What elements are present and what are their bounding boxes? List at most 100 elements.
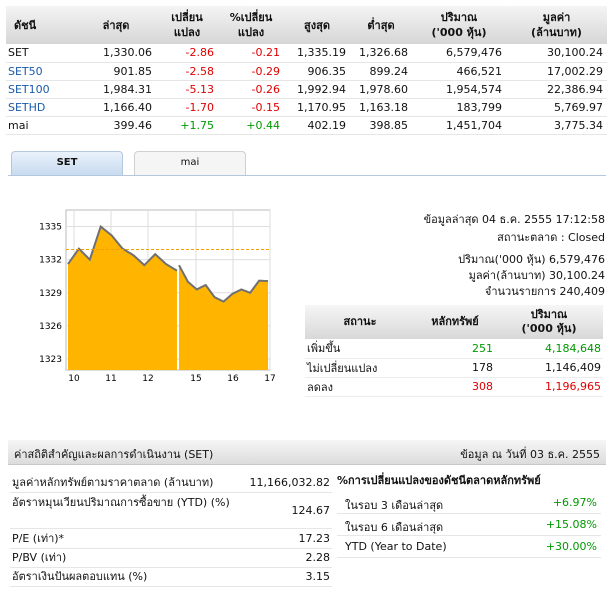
key-stat-label: มูลค่าหลักทรัพย์ตามราคาตลาด (ล้านบาท)	[12, 476, 214, 489]
index-last: 399.46	[76, 116, 156, 135]
index-high: 906.35	[284, 62, 350, 81]
index-table: ดัชนี ล่าสุด เปลี่ยน แปลง %เปลี่ยน แปลง …	[6, 6, 607, 135]
index-row[interactable]: mai 399.46 +1.75 +0.44 402.19 398.85 1,451,704…	[6, 116, 607, 135]
stats-title: ค่าสถิติสำคัญและผลการดำเนินงาน (SET)	[14, 448, 214, 461]
index-last: 901.85	[76, 62, 156, 81]
index-low: 1,978.60	[350, 80, 412, 99]
index-high: 402.19	[284, 116, 350, 135]
key-stat-row: มูลค่าหลักทรัพย์ตามราคาตลาด (ล้านบาท) 11,…	[10, 474, 332, 493]
chart-x-tick: 16	[227, 374, 239, 384]
index-low: 1,163.18	[350, 98, 412, 117]
key-stat-label: อัตราเงินปันผลตอบแทน (%)	[12, 570, 148, 583]
index-volume: 1,954,574	[412, 80, 506, 99]
chart-y-tick: 1323	[39, 355, 62, 365]
key-stat-value: 11,166,032.82	[249, 476, 330, 489]
key-stat-label: P/BV (เท่า)	[12, 551, 67, 564]
header-value: มูลค่า (ล้านบาท)	[506, 6, 607, 44]
chart-y-tick: 1326	[39, 322, 62, 332]
index-change-label: YTD (Year to Date)	[345, 540, 447, 553]
advance-decline-table: สถานะ หลักทรัพย์ ปริมาณ ('000 หุ้น) เพิ่…	[305, 305, 603, 397]
index-change-row: YTD (Year to Date) +30.00%	[337, 537, 601, 558]
index-pct-change: +0.44	[218, 116, 284, 135]
morning-session-line	[67, 224, 178, 272]
chart-x-tick: 11	[105, 374, 116, 384]
advance-decline-header: สถานะ หลักทรัพย์ ปริมาณ ('000 หุ้น)	[305, 305, 603, 339]
index-pct-change: -0.15	[218, 98, 284, 117]
chart-y-tick: 1335	[39, 223, 62, 233]
total-value-text: มูลค่า(ล้านบาท) 30,100.24	[468, 269, 605, 282]
stats-date: ข้อมูล ณ วันที่ 03 ธ.ค. 2555	[460, 448, 600, 461]
status-count: 251	[415, 339, 495, 359]
index-change: -1.70	[156, 98, 218, 117]
index-high: 1,335.19	[284, 44, 350, 63]
index-name: mai	[6, 116, 76, 135]
index-volume: 466,521	[412, 62, 506, 81]
index-high: 1,992.94	[284, 80, 350, 99]
index-last: 1,166.40	[76, 98, 156, 117]
chart-y-tick: 1332	[39, 256, 62, 266]
chart-y-tick: 1329	[39, 289, 62, 299]
index-value: 5,769.97	[506, 98, 607, 117]
stats-header: ค่าสถิติสำคัญและผลการดำเนินงาน (SET) ข้อ…	[8, 440, 606, 465]
index-low: 398.85	[350, 116, 412, 135]
afternoon-session-line	[178, 264, 269, 303]
tab-mai[interactable]: mai	[134, 151, 246, 175]
index-low: 1,326.68	[350, 44, 412, 63]
key-stat-row: P/BV (เท่า) 2.28	[10, 549, 332, 568]
status-label: ไม่เปลี่ยนแปลง	[305, 358, 415, 378]
index-name[interactable]: SET50	[6, 62, 76, 81]
market-status-text: สถานะตลาด : Closed	[497, 231, 605, 244]
index-last: 1,984.31	[76, 80, 156, 99]
tab-set[interactable]: SET	[11, 151, 123, 175]
key-stat-label: P/E (เท่า)*	[12, 532, 65, 545]
chart-x-tick: 17	[264, 374, 275, 384]
chart-x-tick: 12	[142, 374, 153, 384]
index-value: 30,100.24	[506, 44, 607, 63]
status-volume: 1,146,409	[495, 358, 603, 378]
index-high: 1,170.95	[284, 98, 350, 117]
index-change: -2.86	[156, 44, 218, 63]
key-stat-value: 2.28	[305, 551, 331, 564]
total-deals-text: จำนวนรายการ 240,409	[484, 285, 605, 298]
index-row[interactable]: SET100 1,984.31 -5.13 -0.26 1,992.94 1,978.60…	[6, 80, 607, 99]
key-stat-label: อัตราหมุนเวียนปริมาณการซื้อขาย (YTD) (%)	[12, 496, 230, 509]
status-volume: 4,184,648	[495, 339, 603, 359]
advance-decline-row: ลดลง 308 1,196,965	[305, 377, 603, 397]
status-volume: 1,196,965	[495, 377, 603, 397]
index-table-header: ดัชนี ล่าสุด เปลี่ยน แปลง %เปลี่ยน แปลง …	[6, 6, 607, 44]
index-change-value: +30.00%	[545, 540, 597, 553]
index-volume: 1,451,704	[412, 116, 506, 135]
header-last: ล่าสุด	[76, 6, 156, 44]
header-high: สูงสุด	[284, 6, 350, 44]
morning-session-area	[68, 226, 177, 370]
index-low: 899.24	[350, 62, 412, 81]
tab-divider	[8, 175, 606, 176]
index-volume: 183,799	[412, 98, 506, 117]
last-update-text: ข้อมูลล่าสุด 04 ธ.ค. 2555 17:12:58	[423, 213, 605, 226]
key-stat-value: 17.23	[298, 532, 331, 545]
index-row[interactable]: SET50 901.85 -2.58 -0.29 906.35 899.24 466,521…	[6, 62, 607, 81]
index-value: 22,386.94	[506, 80, 607, 99]
index-change-value: +6.97%	[552, 496, 597, 509]
index-last: 1,330.06	[76, 44, 156, 63]
index-volume: 6,579,476	[412, 44, 506, 63]
key-stat-row: อัตราหมุนเวียนปริมาณการซื้อขาย (YTD) (%)…	[10, 494, 332, 529]
index-row[interactable]: SET 1,330.06 -2.86 -0.21 1,335.19 1,326.68 6,5…	[6, 44, 607, 63]
index-change-row: ในรอบ 6 เดือนล่าสุด +15.08%	[337, 515, 601, 536]
status-label: เพิ่มขึ้น	[305, 339, 415, 359]
index-change-row: ในรอบ 3 เดือนล่าสุด +6.97%	[337, 493, 601, 514]
index-change-label: ในรอบ 3 เดือนล่าสุด	[345, 499, 444, 512]
index-change: -5.13	[156, 80, 218, 99]
header-volume: ปริมาณ ('000 หุ้น)	[412, 6, 506, 44]
header-status: สถานะ	[305, 305, 415, 339]
index-row[interactable]: SETHD 1,166.40 -1.70 -0.15 1,170.95 1,163.18 1…	[6, 98, 607, 117]
index-name[interactable]: SETHD	[6, 98, 76, 117]
index-change-value: +15.08%	[545, 518, 597, 531]
index-change-label: ในรอบ 6 เดือนล่าสุด	[345, 521, 444, 534]
header-securities: หลักทรัพย์	[415, 305, 495, 339]
key-stat-row: P/E (เท่า)* 17.23	[10, 530, 332, 549]
advance-decline-row: ไม่เปลี่ยนแปลง 178 1,146,409	[305, 358, 603, 378]
index-name[interactable]: SET100	[6, 80, 76, 99]
index-name: SET	[6, 44, 76, 63]
header-st-volume: ปริมาณ ('000 หุ้น)	[495, 305, 603, 339]
